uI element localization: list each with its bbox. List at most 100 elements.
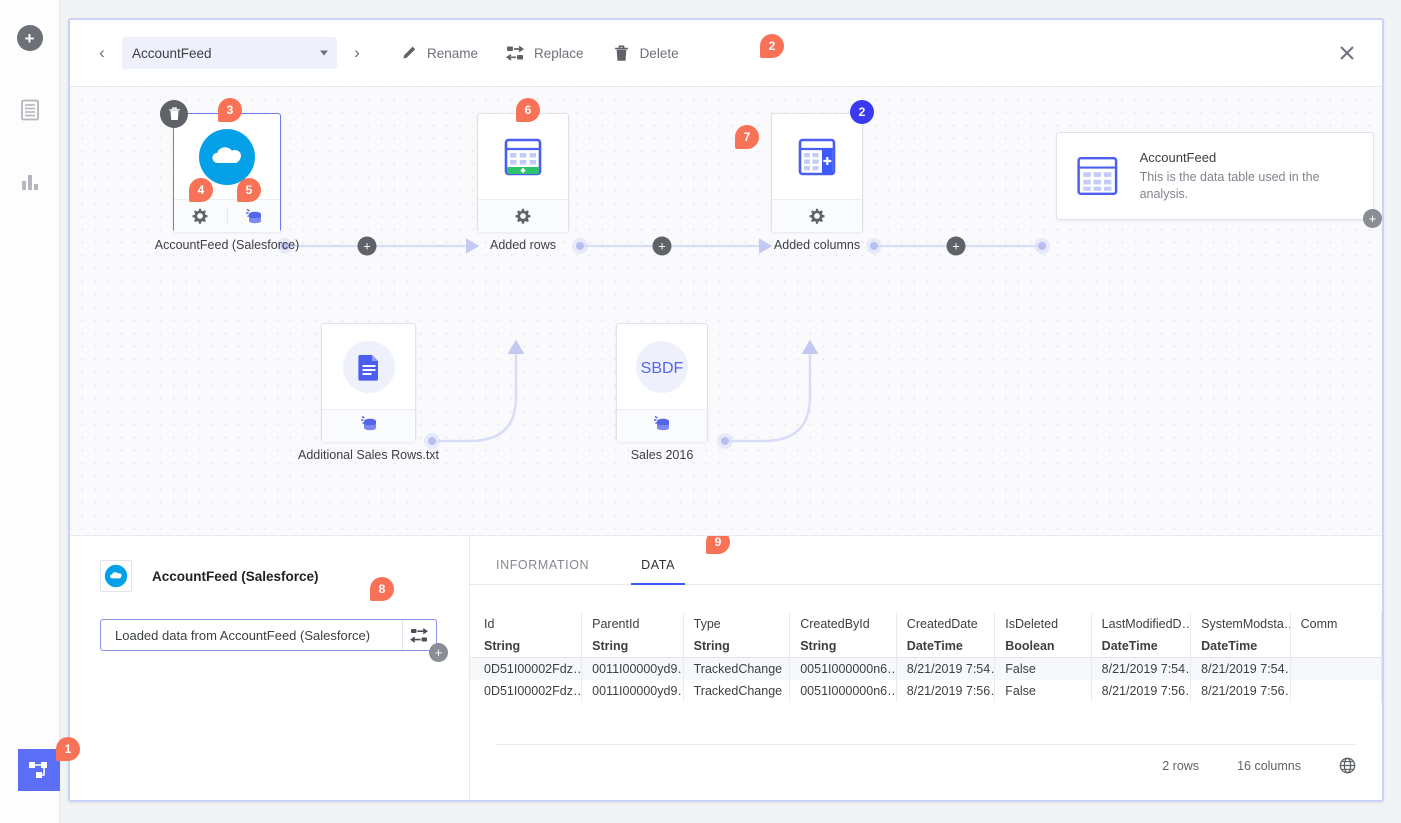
badge-7: 7 (735, 125, 759, 149)
node-icon-area (772, 114, 862, 199)
badge-6: 6 (516, 98, 540, 122)
chevron-down-icon (320, 50, 328, 56)
table-row[interactable]: 0D51I00002Fdz… 0011I00000yd9… TrackedCha… (470, 657, 1382, 680)
column-header[interactable]: Id (470, 613, 583, 635)
output-data-table-card[interactable]: AccountFeed This is the data table used … (1056, 132, 1382, 228)
swap-arrows-icon (410, 627, 429, 643)
cell: 8/21/2019 7:56… (896, 680, 996, 702)
operation-swap-button[interactable] (402, 620, 436, 650)
node-footer (174, 199, 280, 232)
source-operations-panel: AccountFeed (Salesforce) Loaded data fro… (70, 536, 470, 800)
cell: 8/21/2019 7:54… (896, 657, 996, 680)
node-delete-button[interactable] (160, 100, 188, 128)
rail-pages-button[interactable] (10, 90, 50, 130)
pencil-icon (399, 44, 418, 63)
column-header[interactable]: Comm (1290, 613, 1382, 635)
column-header[interactable]: CreatedById (789, 613, 897, 635)
gear-icon (192, 208, 208, 224)
operation-item[interactable]: Loaded data from AccountFeed (Salesforce… (100, 619, 437, 651)
node-refresh-data-button[interactable] (360, 415, 378, 437)
badge-3: 3 (218, 98, 242, 122)
rail-data-canvas-button[interactable] (18, 749, 60, 791)
node-added-rows[interactable]: Added rows 6 (477, 98, 569, 252)
column-header[interactable]: SystemModsta… (1190, 613, 1291, 635)
next-node-button[interactable]: › (354, 43, 360, 62)
gear-icon (809, 208, 825, 224)
rail-visualization-button[interactable] (10, 162, 50, 202)
column-header[interactable]: LastModifiedD… (1091, 613, 1192, 635)
column-header[interactable]: CreatedDate (896, 613, 996, 635)
node-salesforce[interactable]: AccountFeed (Salesforce) 3 4 5 (155, 98, 299, 252)
cell: 8/21/2019 7:54… (1190, 657, 1291, 680)
node-refresh-data-button[interactable] (228, 208, 281, 225)
data-canvas-window: ‹ AccountFeed › Rename (68, 18, 1384, 802)
column-type: DateTime (896, 635, 996, 658)
tab-information[interactable]: INFORMATION (496, 558, 590, 572)
node-settings-button[interactable] (174, 208, 228, 224)
add-node-handle-1[interactable]: + (357, 236, 377, 256)
cell (1290, 657, 1382, 680)
data-table-icon (1077, 156, 1118, 196)
node-label-additional-sales-rows: Additional Sales Rows.txt (297, 448, 440, 462)
delete-button[interactable]: Delete (612, 44, 679, 63)
node-footer (772, 199, 862, 232)
column-type: Boolean (994, 635, 1092, 658)
data-preview-panel: INFORMATION DATA 9 Id (470, 536, 1382, 800)
add-operation-button[interactable]: + (429, 643, 448, 662)
source-header: AccountFeed (Salesforce) (100, 560, 443, 592)
add-output-button[interactable]: + (1363, 209, 1382, 228)
data-canvas-icon (29, 762, 47, 778)
chart-icon (21, 175, 38, 190)
database-refresh-icon (654, 415, 669, 431)
trash-icon (168, 107, 180, 121)
add-node-handle-2[interactable]: + (652, 236, 672, 256)
column-type: DateTime (1091, 635, 1192, 658)
node-settings-button[interactable] (809, 208, 825, 224)
column-type: String (683, 635, 791, 658)
globe-icon (1339, 757, 1356, 774)
node-selector-dropdown[interactable]: AccountFeed (122, 37, 337, 69)
node-canvas[interactable]: + + + (70, 87, 1382, 535)
details-tabs: INFORMATION DATA 9 (470, 536, 1382, 585)
badge-1: 1 (56, 737, 80, 761)
node-selector-value: AccountFeed (132, 45, 212, 61)
close-button[interactable] (1334, 40, 1360, 66)
column-header[interactable]: IsDeleted (994, 613, 1092, 635)
svg-text:SBDF: SBDF (641, 360, 684, 377)
node-settings-button[interactable] (515, 208, 531, 224)
tab-data[interactable]: DATA (631, 558, 685, 585)
output-card-text: AccountFeed This is the data table used … (1140, 150, 1357, 203)
close-icon (1340, 46, 1354, 60)
cell: False (994, 680, 1092, 702)
node-footer (322, 409, 415, 442)
rename-button[interactable]: Rename (399, 44, 478, 63)
column-header[interactable]: ParentId (581, 613, 684, 635)
column-header[interactable]: Type (683, 613, 791, 635)
node-label-added-rows: Added rows (489, 238, 557, 252)
column-type: String (581, 635, 684, 658)
rail-add-button[interactable]: + (10, 18, 50, 58)
node-additional-sales-rows[interactable]: Additional Sales Rows.txt (298, 323, 439, 462)
previous-node-button[interactable]: ‹ (99, 43, 105, 62)
cell: 0011I00000yd9… (581, 657, 684, 680)
cell: 0011I00000yd9… (581, 680, 684, 702)
node-added-columns[interactable]: Added columns 2 (771, 100, 874, 252)
add-node-handle-3[interactable]: + (946, 236, 966, 256)
details-pane: AccountFeed (Salesforce) Loaded data fro… (70, 535, 1382, 800)
salesforce-cloud-icon (199, 128, 255, 185)
replace-button[interactable]: Replace (506, 44, 584, 63)
operation-row: Loaded data from AccountFeed (Salesforce… (100, 577, 448, 662)
trash-icon (612, 44, 631, 63)
table-row[interactable]: 0D51I00002Fdz… 0011I00000yd9… TrackedCha… (470, 680, 1382, 702)
output-card-title: AccountFeed (1139, 149, 1217, 165)
node-refresh-data-button[interactable] (653, 415, 671, 437)
badge-5: 5 (237, 178, 261, 202)
cell: 8/21/2019 7:54… (1091, 657, 1192, 680)
node-sales-2016[interactable]: SBDF Sales 2016 (616, 323, 708, 462)
data-grid-wrapper[interactable]: Id ParentId Type CreatedById CreatedDate… (470, 596, 1382, 702)
canvas-toolbar: ‹ AccountFeed › Rename (70, 20, 1382, 87)
cell: False (994, 657, 1092, 680)
locale-button[interactable] (1339, 757, 1356, 774)
operation-label: Loaded data from AccountFeed (Salesforce… (115, 627, 371, 643)
